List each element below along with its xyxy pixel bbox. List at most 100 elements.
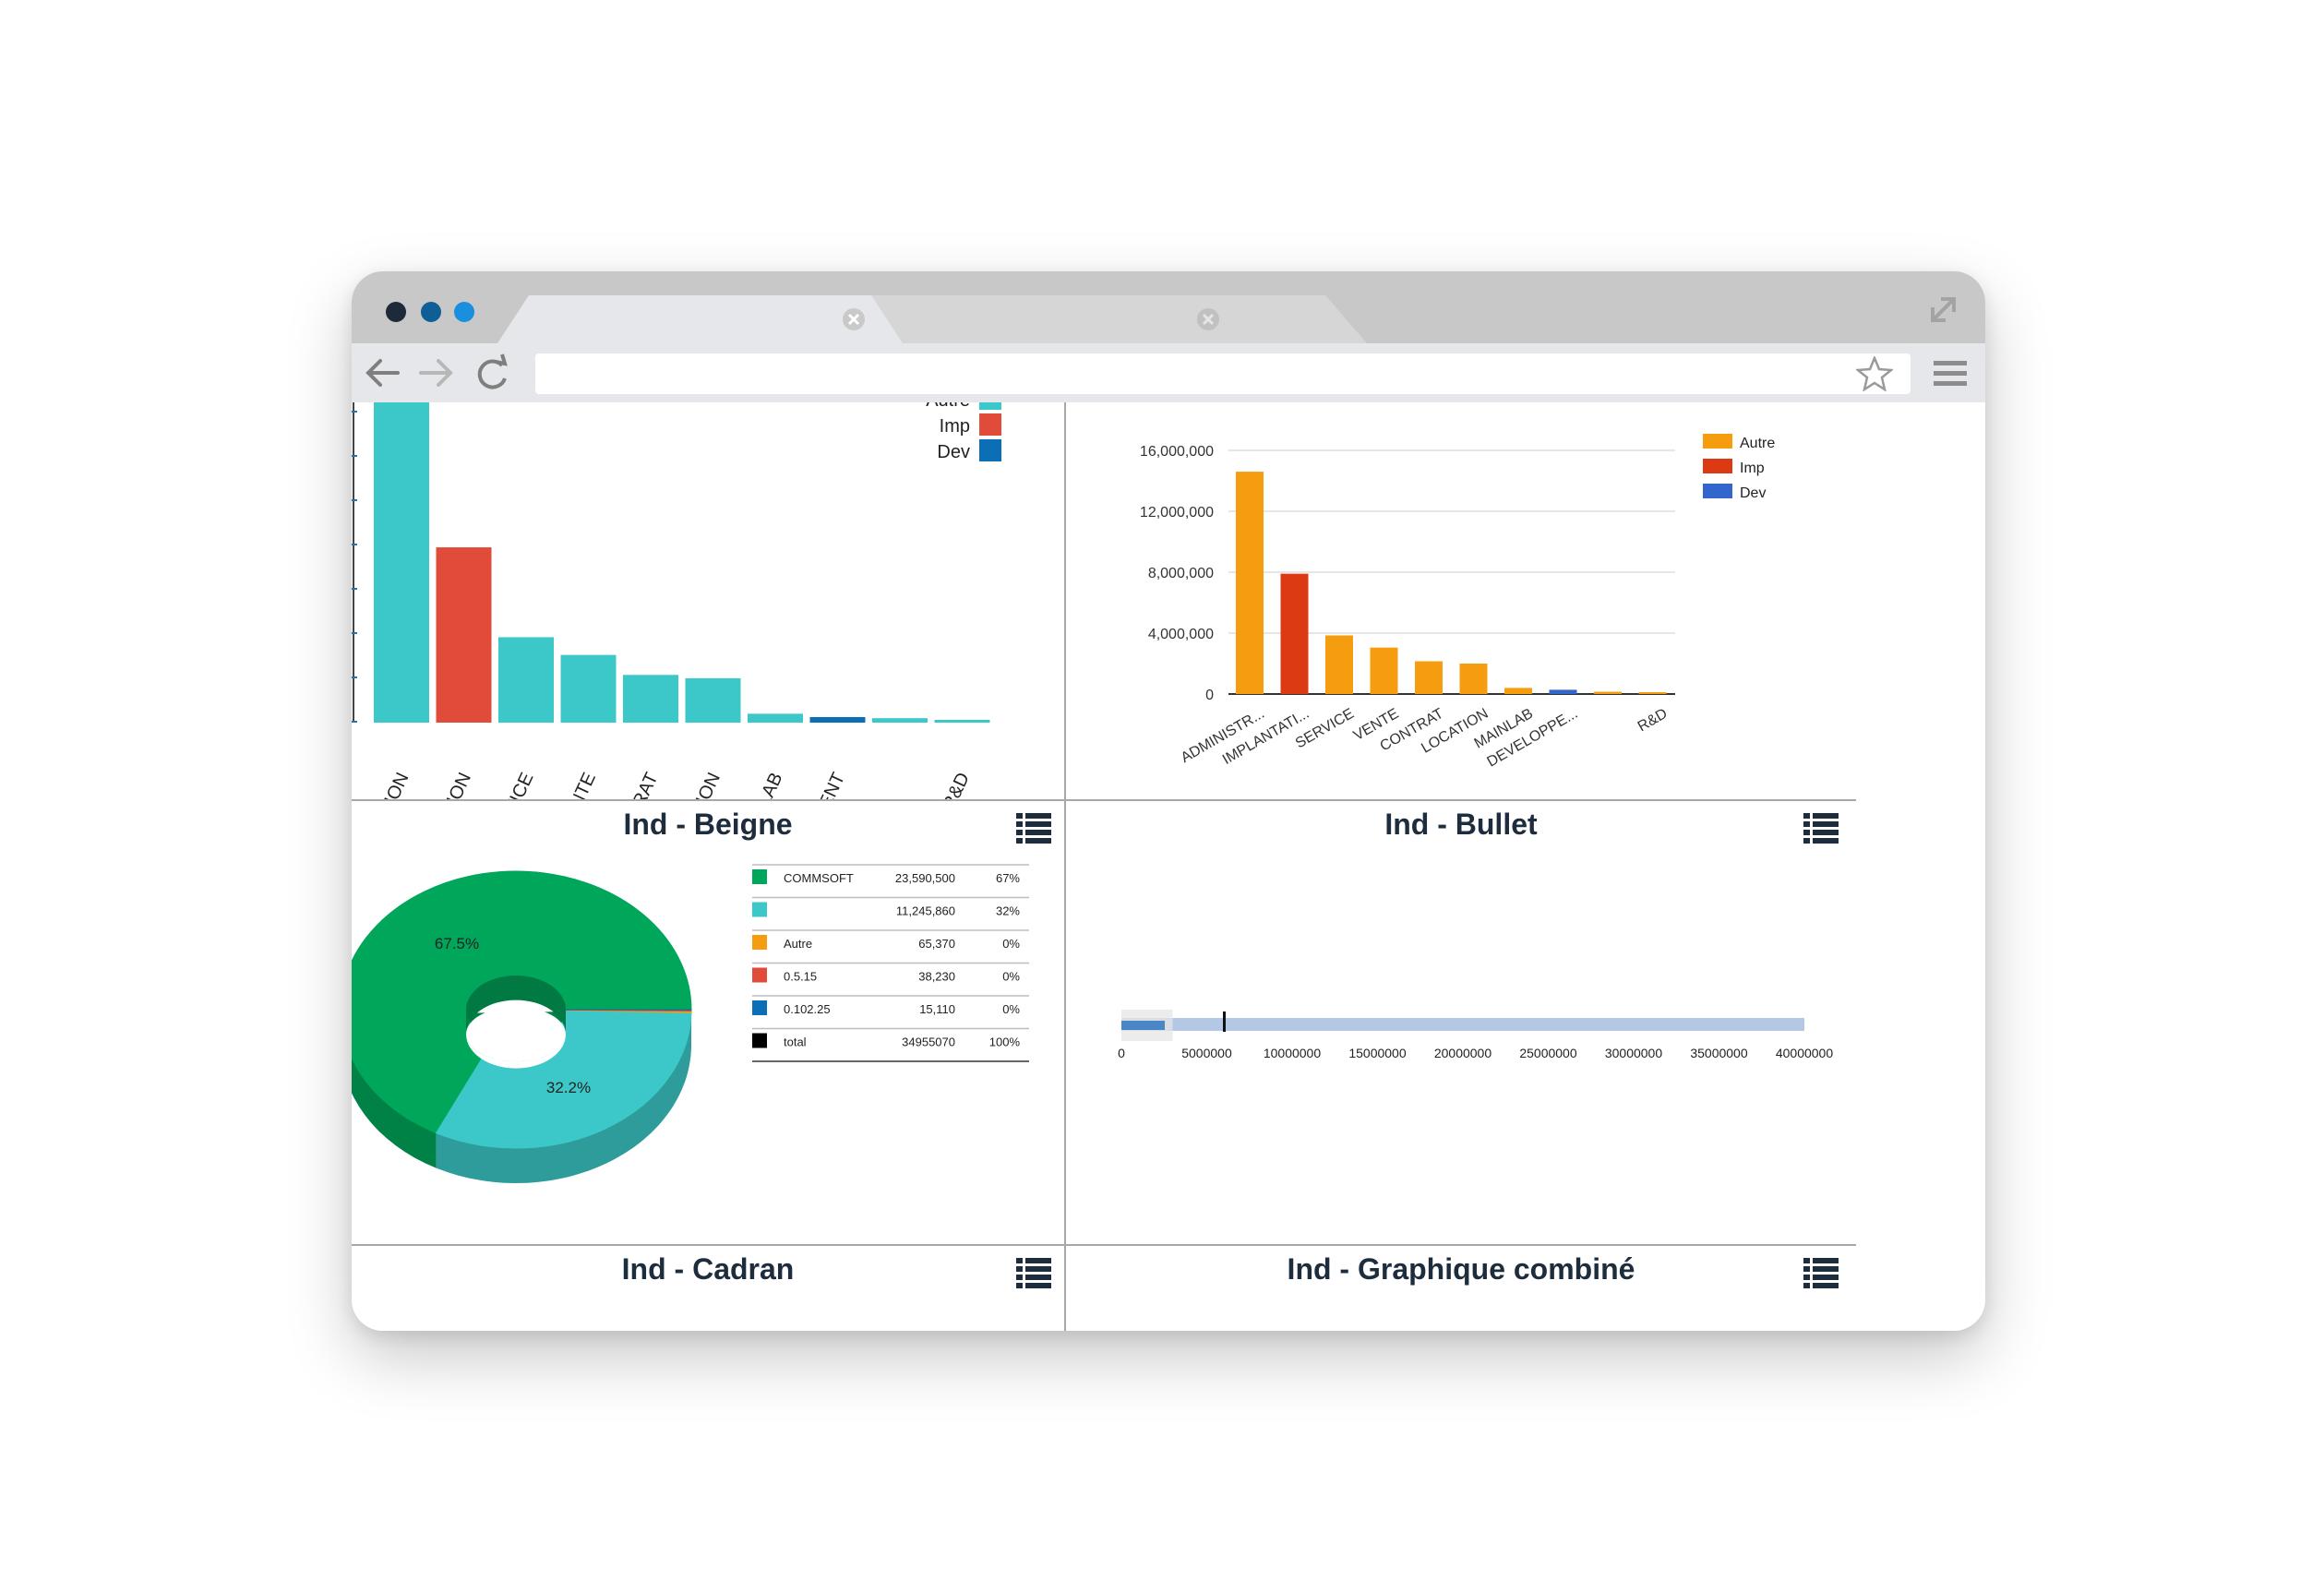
y-tick-label: 8,000,000	[1148, 566, 1214, 581]
x-tick-label: ATION	[434, 770, 475, 799]
legend-label: Autre	[926, 402, 970, 411]
x-tick-label: ENTE	[561, 770, 600, 799]
bar	[623, 675, 678, 723]
x-tick-label: ATION	[371, 770, 413, 799]
address-bar[interactable]	[535, 353, 1911, 394]
table-cell-label: COMMSOFT	[784, 871, 854, 885]
bar	[374, 402, 429, 723]
bar	[560, 654, 617, 723]
dashboard: ATION ATION RVICE ENTE TRAT ATION INLAB MENT R&D…	[352, 402, 1985, 1331]
forward-arrow-icon[interactable]	[419, 359, 453, 387]
legend-swatch	[979, 413, 1001, 436]
divider-vertical	[1064, 402, 1066, 1331]
x-tick-label: INLAB	[746, 770, 786, 799]
table-cell-percent: 100%	[989, 1035, 1021, 1049]
table-cell-value: 15,110	[919, 1002, 955, 1016]
table-cell-label: 0.102.25	[784, 1002, 831, 1016]
panel-bullet-chart: 0 4,000,000 8,000,000 12,000,000 16,000,000 A…	[1066, 402, 1985, 799]
legend-swatch	[1703, 434, 1732, 449]
y-tick-label: 0	[1205, 688, 1214, 703]
x-tick-label: ATION	[683, 770, 725, 799]
legend-label: Autre	[1740, 436, 1775, 451]
table-cell-label: 0.5.15	[784, 970, 817, 984]
list-icon[interactable]	[1803, 1257, 1839, 1290]
table-cell-percent: 0%	[1002, 1002, 1020, 1016]
bar	[809, 716, 866, 723]
bar	[748, 713, 803, 723]
panel-caption-beigne: Ind - Beigne	[623, 808, 793, 841]
table-cell-percent: 67%	[996, 871, 1020, 885]
tab-new[interactable]	[1242, 295, 1367, 343]
legend-swatch	[752, 1033, 767, 1048]
browser-toolbar	[352, 343, 1985, 402]
bar	[685, 677, 741, 723]
bar	[1236, 472, 1264, 694]
y-tick-label: 4,000,000	[1148, 627, 1214, 642]
bar	[1504, 688, 1532, 694]
star-icon[interactable]	[1856, 356, 1893, 391]
tab-close-icon[interactable]	[1197, 308, 1219, 330]
panel-combine-chart: 0 5000000 10000000 15000000 20000000 25000000…	[1066, 847, 1985, 1244]
tab-inactive[interactable]	[813, 295, 1312, 343]
table-cell-value: 38,230	[918, 970, 955, 984]
close-window-dot[interactable]	[386, 302, 406, 322]
x-tick-label: R&D	[939, 770, 974, 799]
minimize-window-dot[interactable]	[421, 302, 441, 322]
pie-slice-label: 32.2%	[546, 1079, 591, 1096]
bullet-marker	[1223, 1011, 1226, 1032]
bar	[1280, 573, 1309, 694]
pie-hole	[466, 1007, 566, 1062]
x-tick-label: RVICE	[496, 770, 538, 799]
bar	[934, 720, 990, 723]
x-tick-label: 30000000	[1605, 1046, 1663, 1060]
legend-swatch	[752, 1000, 767, 1015]
panel-beigne-chart: ATION ATION RVICE ENTE TRAT ATION INLAB MENT R&D…	[352, 402, 1064, 799]
table-cell-percent: 0%	[1002, 970, 1020, 984]
divider-horizontal	[352, 1244, 1856, 1246]
x-tick-label: 5000000	[1181, 1046, 1232, 1060]
legend-swatch	[752, 869, 767, 884]
legend-label: Dev	[937, 442, 970, 462]
legend-swatch	[979, 439, 1001, 461]
x-tick-label: 40000000	[1776, 1046, 1834, 1060]
divider-horizontal	[352, 799, 1856, 801]
back-arrow-icon[interactable]	[365, 359, 400, 387]
reload-icon[interactable]	[477, 353, 508, 389]
table-cell-value: 11,245,860	[896, 904, 955, 918]
hamburger-menu-icon[interactable]	[1932, 359, 1969, 389]
list-icon[interactable]	[1016, 1257, 1051, 1290]
legend-swatch	[979, 402, 1001, 410]
bar	[1415, 661, 1443, 694]
panel-caption-combine: Ind - Graphique combiné	[1287, 1252, 1635, 1286]
expand-icon[interactable]	[1931, 297, 1956, 322]
bar	[1459, 664, 1488, 694]
bullet-range	[1121, 1018, 1804, 1031]
list-icon[interactable]	[1803, 812, 1839, 845]
pie-hole-front	[466, 1034, 566, 1069]
tabs	[497, 295, 1956, 343]
bar-chart-beigne: ATION ATION RVICE ENTE TRAT ATION INLAB MENT R&D…	[352, 402, 1001, 799]
legend-label: Dev	[1740, 485, 1766, 501]
table-cell-value: 23,590,500	[895, 871, 955, 885]
bar	[498, 637, 554, 723]
bar	[436, 547, 492, 723]
list-icon[interactable]	[1016, 812, 1051, 845]
x-tick-label: 10000000	[1264, 1046, 1322, 1060]
bullet-measure	[1121, 1021, 1165, 1030]
tab-active[interactable]	[497, 295, 903, 343]
table-cell-value: 34955070	[902, 1035, 955, 1049]
bar	[1638, 692, 1667, 694]
legend-swatch	[1703, 459, 1732, 473]
x-tick-label: 15000000	[1348, 1046, 1407, 1060]
legend-swatch	[752, 967, 767, 983]
x-tick-label: MENT	[809, 770, 849, 799]
table-cell-label: Autre	[784, 937, 812, 951]
y-tick-label: 12,000,000	[1140, 505, 1214, 521]
bar	[872, 718, 928, 723]
maximize-window-dot[interactable]	[454, 302, 474, 322]
tab-close-icon[interactable]	[843, 308, 865, 330]
panel-caption-cadran: Ind - Cadran	[621, 1252, 795, 1286]
legend-swatch	[1703, 484, 1732, 498]
browser-window: ATION ATION RVICE ENTE TRAT ATION INLAB MENT R&D…	[352, 271, 1985, 1331]
pie-hole-wall	[466, 976, 566, 1035]
